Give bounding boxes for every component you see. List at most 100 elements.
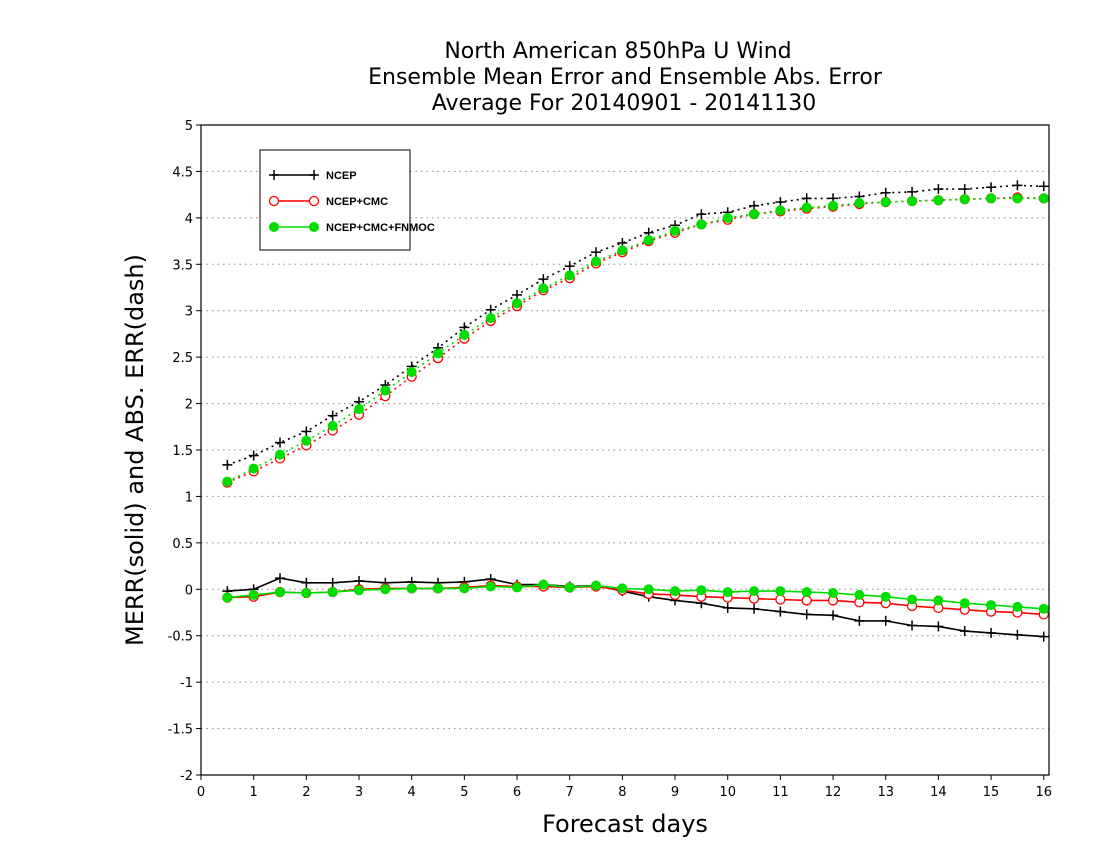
- x-tick-label: 15: [983, 785, 1000, 800]
- plus-marker: [512, 289, 523, 300]
- filled-circle-marker: [801, 587, 812, 598]
- legend-label: NCEP: [326, 170, 357, 182]
- plus-marker: [828, 610, 839, 621]
- filled-circle-marker: [269, 222, 279, 232]
- filled-circle-marker: [591, 580, 602, 591]
- merr-line: [227, 583, 1044, 610]
- y-tick-label: 1.5: [172, 444, 193, 459]
- plus-marker: [959, 184, 970, 195]
- legend-label: NCEP+CMC+FNMOC: [326, 222, 435, 234]
- chart-title-line-2: Ensemble Mean Error and Ensemble Abs. Er…: [368, 65, 883, 90]
- plus-marker: [1012, 180, 1023, 191]
- y-tick-label: 5: [185, 119, 193, 134]
- filled-circle-marker: [907, 594, 918, 605]
- plus-marker: [564, 261, 575, 272]
- filled-circle-marker: [275, 449, 286, 460]
- filled-circle-marker: [854, 198, 865, 208]
- y-tick-label: 3: [185, 305, 193, 320]
- plus-marker: [986, 182, 997, 193]
- filled-circle-marker: [433, 583, 444, 594]
- legend-label: NCEP+CMC: [326, 196, 388, 208]
- y-tick-label: 4: [185, 212, 193, 227]
- filled-circle-marker: [696, 219, 707, 230]
- plus-marker: [327, 577, 338, 588]
- y-tick-label: 2.5: [172, 351, 193, 366]
- filled-circle-marker: [222, 592, 233, 603]
- filled-circle-marker: [880, 591, 891, 602]
- plus-marker: [248, 450, 259, 461]
- filled-circle-marker: [485, 313, 496, 324]
- filled-circle-marker: [538, 579, 549, 590]
- filled-circle-marker: [406, 583, 417, 594]
- legend-item-ncep-cmc: NCEP+CMC: [268, 195, 388, 208]
- filled-circle-marker: [722, 587, 733, 598]
- x-tick-label: 10: [719, 785, 736, 800]
- filled-circle-marker: [1038, 193, 1049, 204]
- plus-marker: [880, 187, 891, 198]
- x-tick-label: 11: [772, 785, 789, 800]
- x-tick-label: 13: [877, 785, 894, 800]
- filled-circle-marker: [643, 584, 654, 595]
- filled-circle-marker: [309, 222, 319, 232]
- x-tick-label: 7: [566, 785, 574, 800]
- y-tick-label: -2: [180, 769, 193, 784]
- y-tick-label: 3.5: [172, 258, 193, 273]
- filled-circle-marker: [538, 283, 549, 294]
- filled-circle-marker: [617, 245, 628, 256]
- filled-circle-marker: [670, 586, 681, 597]
- filled-circle-marker: [749, 209, 760, 220]
- filled-circle-marker: [775, 586, 786, 597]
- filled-circle-marker: [828, 200, 839, 211]
- filled-circle-marker: [801, 202, 812, 213]
- filled-circle-marker: [959, 598, 970, 609]
- chart-title-line-3: Average For 20140901 - 20141130: [432, 91, 817, 116]
- filled-circle-marker: [722, 212, 733, 223]
- filled-circle-marker: [933, 595, 944, 606]
- filled-circle-marker: [380, 385, 391, 396]
- plus-marker: [696, 209, 707, 220]
- legend-item-ncep: NCEP: [269, 170, 357, 182]
- plus-marker: [538, 274, 549, 285]
- filled-circle-marker: [512, 582, 523, 593]
- legend-box: [259, 149, 411, 251]
- series-ncep-cmc-fnmoc: [222, 193, 1049, 614]
- chart-title-line-1: North American 850hPa U Wind: [444, 39, 791, 64]
- y-tick-label: 1: [185, 490, 193, 505]
- filled-circle-marker: [959, 194, 970, 205]
- filled-circle-marker: [485, 581, 496, 592]
- x-tick-label: 1: [250, 785, 258, 800]
- y-axis-ticks: 5 4.5 4 3.5 3 2.5 2 1.5 1 0.5 0 -0.5 -1 -1.5 -2: [168, 119, 201, 784]
- filled-circle-marker: [591, 256, 602, 267]
- filled-circle-marker: [749, 586, 760, 597]
- filled-circle-marker: [301, 435, 312, 446]
- open-circle-marker: [775, 594, 786, 605]
- x-tick-label: 5: [460, 785, 468, 800]
- filled-circle-marker: [696, 585, 707, 596]
- plus-marker: [327, 410, 338, 421]
- filled-circle-marker: [880, 197, 891, 208]
- filled-circle-marker: [670, 225, 681, 236]
- plus-marker: [1038, 631, 1049, 642]
- x-tick-label: 9: [671, 785, 679, 800]
- open-circle-marker: [801, 595, 812, 606]
- abs-err-line: [227, 184, 1044, 466]
- y-tick-label: -1.5: [168, 723, 193, 738]
- y-tick-label: -0.5: [168, 630, 193, 645]
- plus-marker: [301, 426, 312, 437]
- filled-circle-marker: [564, 582, 575, 593]
- filled-circle-marker: [354, 585, 365, 596]
- filled-circle-marker: [986, 600, 997, 611]
- plus-marker: [801, 609, 812, 620]
- plus-marker: [959, 626, 970, 637]
- chart-title: North American 850hPa U Wind Ensemble Me…: [368, 39, 883, 116]
- filled-circle-marker: [1012, 601, 1023, 612]
- y-tick-label: 4.5: [172, 165, 193, 180]
- filled-circle-marker: [406, 367, 417, 377]
- plus-marker: [801, 193, 812, 204]
- plus-marker: [1038, 181, 1049, 192]
- filled-circle-marker: [512, 298, 523, 309]
- y-tick-label: 2: [185, 398, 193, 413]
- plus-marker: [907, 620, 918, 631]
- x-tick-label: 6: [513, 785, 521, 800]
